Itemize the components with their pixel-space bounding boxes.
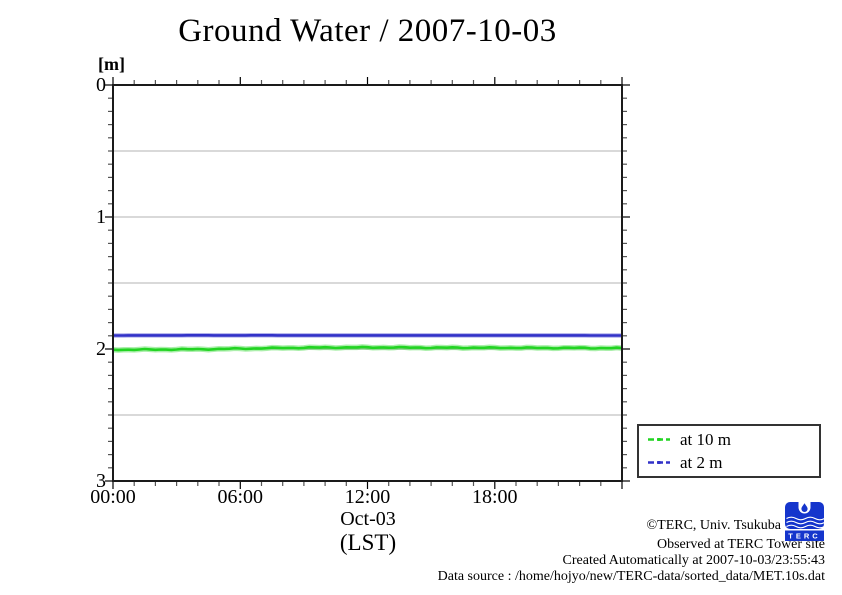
x-axis-date-label: Oct-03: [340, 508, 396, 530]
series-lines: [112, 333, 623, 353]
legend-label: at 10 m: [680, 430, 731, 450]
logo-text: TERC: [788, 532, 820, 541]
y-axis-unit-label: [m]: [98, 54, 125, 74]
axis-ticks: [105, 77, 630, 489]
chart-title: Ground Water / 2007-10-03: [178, 13, 557, 49]
footer-copyright: ©TERC, Univ. Tsukuba: [646, 518, 782, 533]
legend-color-sample: [648, 438, 670, 442]
legend-row: at 10 m: [639, 431, 819, 448]
x-axis-timezone-label: (LST): [339, 530, 397, 555]
x-tick-label: 18:00: [471, 486, 518, 508]
terc-logo: TERC: [785, 502, 824, 541]
legend-label: at 2 m: [680, 452, 723, 472]
logo-drop-icon: [801, 503, 808, 512]
footer-observed: Observed at TERC Tower site: [656, 537, 825, 552]
footer-datasource: Data source : /home/hojyo/new/TERC-data/…: [437, 569, 825, 584]
plot-border: [112, 84, 623, 482]
x-tick-label: 06:00: [217, 486, 264, 508]
legend-box: at 10 m at 2 m: [637, 424, 821, 478]
y-tick-label: 0: [96, 74, 106, 96]
y-tick-label: 3: [96, 470, 106, 492]
x-tick-label: 12:00: [344, 486, 391, 508]
footer-created: Created Automatically at 2007-10-03/23:5…: [562, 553, 825, 568]
x-tick-label: 00:00: [90, 486, 136, 508]
y-tick-label: 1: [96, 206, 106, 228]
legend-color-sample: [648, 460, 670, 464]
legend-row: at 2 m: [639, 454, 819, 471]
y-tick-label: 2: [96, 338, 106, 360]
grid-lines: [113, 150, 622, 416]
